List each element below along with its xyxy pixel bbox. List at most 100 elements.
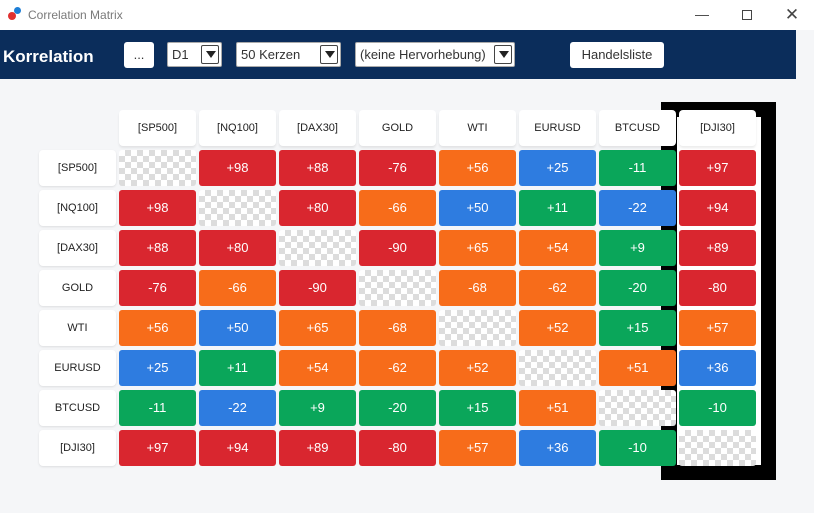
matrix-cell[interactable]: +9 xyxy=(279,390,356,426)
column-header: [SP500] xyxy=(119,110,196,146)
matrix-cell[interactable]: +56 xyxy=(119,310,196,346)
matrix-cell-diagonal xyxy=(119,150,196,186)
matrix-cell-diagonal xyxy=(279,230,356,266)
title-bar: Correlation Matrix — ✕ xyxy=(0,0,814,30)
matrix-cell[interactable]: +88 xyxy=(279,150,356,186)
candles-value: 50 Kerzen xyxy=(241,47,301,62)
matrix-cell[interactable]: -90 xyxy=(279,270,356,306)
matrix-cell[interactable]: +51 xyxy=(519,390,596,426)
row-header: GOLD xyxy=(39,270,116,306)
matrix-cell-diagonal xyxy=(199,190,276,226)
matrix-cell[interactable]: -10 xyxy=(679,390,756,426)
matrix-cell[interactable]: +97 xyxy=(119,430,196,466)
row-header: [DAX30] xyxy=(39,230,116,266)
matrix-cell[interactable]: +94 xyxy=(679,190,756,226)
matrix-cell[interactable]: +65 xyxy=(279,310,356,346)
chevron-down-icon[interactable] xyxy=(320,45,338,64)
maximize-button[interactable] xyxy=(724,0,770,30)
matrix-cell[interactable]: +88 xyxy=(119,230,196,266)
timeframe-select[interactable]: D1 xyxy=(167,42,222,67)
matrix-cell-diagonal xyxy=(599,390,676,426)
matrix-cell[interactable]: -68 xyxy=(359,310,436,346)
matrix-cell[interactable]: +54 xyxy=(519,230,596,266)
matrix-cell[interactable]: +52 xyxy=(439,350,516,386)
matrix-cell[interactable]: +80 xyxy=(199,230,276,266)
matrix-cell[interactable]: -66 xyxy=(359,190,436,226)
matrix-cell[interactable]: +9 xyxy=(599,230,676,266)
matrix-cell[interactable]: +25 xyxy=(519,150,596,186)
column-header: BTCUSD xyxy=(599,110,676,146)
matrix-cell[interactable]: -90 xyxy=(359,230,436,266)
matrix-cell[interactable]: +36 xyxy=(519,430,596,466)
more-button[interactable]: ... xyxy=(124,42,154,68)
matrix-cell[interactable]: +98 xyxy=(199,150,276,186)
chevron-down-icon[interactable] xyxy=(494,45,512,64)
matrix-cell[interactable]: +89 xyxy=(679,230,756,266)
candles-select[interactable]: 50 Kerzen xyxy=(236,42,341,67)
matrix-cell[interactable]: -76 xyxy=(359,150,436,186)
matrix-cell[interactable]: +11 xyxy=(519,190,596,226)
matrix-cell[interactable]: +51 xyxy=(599,350,676,386)
matrix-cell[interactable]: -66 xyxy=(199,270,276,306)
matrix-cell[interactable]: -20 xyxy=(359,390,436,426)
matrix-cell[interactable]: -22 xyxy=(199,390,276,426)
matrix-cell[interactable]: +57 xyxy=(679,310,756,346)
highlight-select[interactable]: (keine Hervorhebung) xyxy=(355,42,515,67)
matrix-cell[interactable]: +11 xyxy=(199,350,276,386)
column-header: [DAX30] xyxy=(279,110,356,146)
matrix-cell[interactable]: +89 xyxy=(279,430,356,466)
column-header: WTI xyxy=(439,110,516,146)
matrix-cell[interactable]: -11 xyxy=(119,390,196,426)
matrix-cell[interactable]: +52 xyxy=(519,310,596,346)
matrix-cell[interactable]: +50 xyxy=(439,190,516,226)
matrix-cell[interactable]: -80 xyxy=(359,430,436,466)
app-dots-icon xyxy=(8,7,22,21)
matrix-cell-diagonal xyxy=(679,430,756,466)
matrix-cell[interactable]: +54 xyxy=(279,350,356,386)
matrix-cell[interactable]: -68 xyxy=(439,270,516,306)
highlight-value: (keine Hervorhebung) xyxy=(360,47,486,62)
matrix-cell-diagonal xyxy=(359,270,436,306)
row-header: WTI xyxy=(39,310,116,346)
row-header: [NQ100] xyxy=(39,190,116,226)
matrix-cell[interactable]: +25 xyxy=(119,350,196,386)
matrix-cell[interactable]: -80 xyxy=(679,270,756,306)
matrix-cell[interactable]: +15 xyxy=(439,390,516,426)
matrix-cell[interactable]: +94 xyxy=(199,430,276,466)
matrix-cell[interactable]: +15 xyxy=(599,310,676,346)
matrix-cell-diagonal xyxy=(519,350,596,386)
maximize-icon xyxy=(742,10,752,21)
matrix-cell[interactable]: +56 xyxy=(439,150,516,186)
row-header: BTCUSD xyxy=(39,390,116,426)
chevron-down-icon[interactable] xyxy=(201,45,219,64)
column-header: [NQ100] xyxy=(199,110,276,146)
column-header: EURUSD xyxy=(519,110,596,146)
matrix-cell[interactable]: -20 xyxy=(599,270,676,306)
matrix-cell[interactable]: +80 xyxy=(279,190,356,226)
row-header: [DJI30] xyxy=(39,430,116,466)
trade-list-button[interactable]: Handelsliste xyxy=(570,42,664,68)
matrix-cell[interactable]: -10 xyxy=(599,430,676,466)
matrix-cell[interactable]: -22 xyxy=(599,190,676,226)
toolbar: Korrelation ... D1 50 Kerzen (keine Herv… xyxy=(0,30,796,79)
column-header: GOLD xyxy=(359,110,436,146)
close-button[interactable]: ✕ xyxy=(784,5,800,24)
matrix-cell[interactable]: +98 xyxy=(119,190,196,226)
window-title: Correlation Matrix xyxy=(28,8,123,22)
matrix-cell[interactable]: +65 xyxy=(439,230,516,266)
column-header: [DJI30] xyxy=(679,110,756,146)
timeframe-value: D1 xyxy=(172,47,189,62)
row-header: [SP500] xyxy=(39,150,116,186)
matrix-cell[interactable]: +57 xyxy=(439,430,516,466)
matrix-cell-diagonal xyxy=(439,310,516,346)
matrix-cell[interactable]: +97 xyxy=(679,150,756,186)
matrix-cell[interactable]: -11 xyxy=(599,150,676,186)
matrix-cell[interactable]: +50 xyxy=(199,310,276,346)
row-header: EURUSD xyxy=(39,350,116,386)
page-title: Korrelation xyxy=(3,47,94,66)
matrix-cell[interactable]: -62 xyxy=(359,350,436,386)
matrix-cell[interactable]: -62 xyxy=(519,270,596,306)
minimize-button[interactable]: — xyxy=(695,6,709,22)
matrix-cell[interactable]: +36 xyxy=(679,350,756,386)
matrix-cell[interactable]: -76 xyxy=(119,270,196,306)
